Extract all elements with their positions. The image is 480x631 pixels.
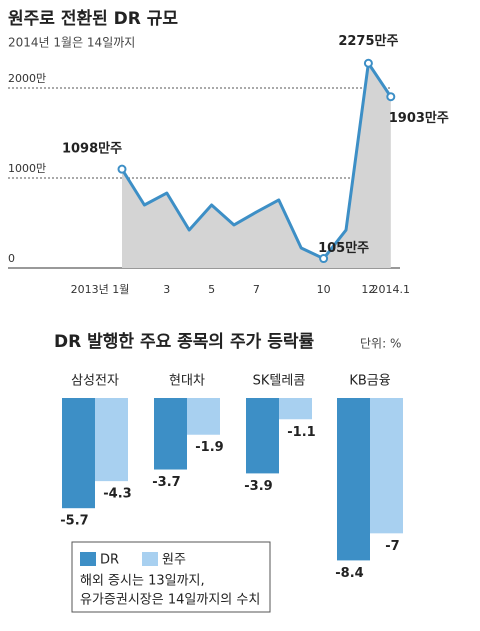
- annotation: 유가증권시장은 14일까지의 수치: [80, 593, 260, 608]
- data-label: -5.7: [60, 514, 88, 529]
- bar: [62, 398, 95, 509]
- x-tick-label: 10: [317, 283, 331, 296]
- data-label: -3.7: [152, 475, 180, 490]
- x-tick-label: 3: [163, 283, 170, 296]
- bar: [370, 398, 403, 534]
- bar: [95, 398, 128, 482]
- data-label: 105만주: [318, 240, 369, 256]
- category-label: SK텔레콤: [253, 374, 306, 389]
- point: [363, 58, 373, 68]
- bar: [279, 398, 312, 420]
- legend-label: 원주: [162, 553, 186, 568]
- bar: [187, 398, 220, 435]
- chart-subtitle: 2014년 1월은 14일까지: [8, 36, 135, 50]
- x-tick-label: 7: [253, 283, 260, 296]
- chart-title: DR 발행한 주요 종목의 주가 등락률: [54, 332, 314, 352]
- category-label: KB금융: [349, 374, 390, 389]
- data-label: 1098만주: [62, 141, 122, 157]
- data-label: 1903만주: [389, 110, 449, 126]
- data-label: -7: [385, 539, 399, 554]
- x-tick-label: 12: [361, 283, 375, 296]
- line: [120, 61, 393, 261]
- category-label: 삼성전자: [71, 374, 119, 389]
- chart-title: 원주로 전환된 DR 규모: [8, 9, 178, 29]
- legend-swatch: [142, 552, 158, 566]
- point: [319, 254, 329, 264]
- data-label: -1.1: [287, 425, 315, 440]
- bar: [154, 398, 187, 470]
- point: [386, 92, 396, 102]
- chart-subtitle: 단위: %: [360, 337, 401, 351]
- data-label: -3.9: [244, 479, 272, 494]
- legend-label: DR: [100, 553, 119, 568]
- bar: [337, 398, 370, 561]
- x-tick-label: 2014.1: [372, 283, 411, 296]
- x-tick-label: 2013년 1월: [71, 283, 130, 296]
- legend-box: [71, 541, 271, 613]
- category-label: 현대차: [169, 374, 205, 389]
- y-tick-label: 2000만: [8, 72, 46, 85]
- bar: [246, 398, 279, 474]
- data-label: -1.9: [195, 440, 223, 455]
- data-label: 2275만주: [338, 33, 398, 49]
- data-label: -4.3: [103, 487, 131, 502]
- y-tick-label: 0: [8, 252, 15, 265]
- x-tick-label: 5: [208, 283, 215, 296]
- area: [122, 63, 391, 268]
- point: [117, 164, 127, 174]
- legend-swatch: [80, 552, 96, 566]
- data-label: -8.4: [335, 566, 363, 581]
- y-tick-label: 1000만: [8, 162, 46, 175]
- annotation: 해외 증시는 13일까지,: [80, 574, 205, 589]
